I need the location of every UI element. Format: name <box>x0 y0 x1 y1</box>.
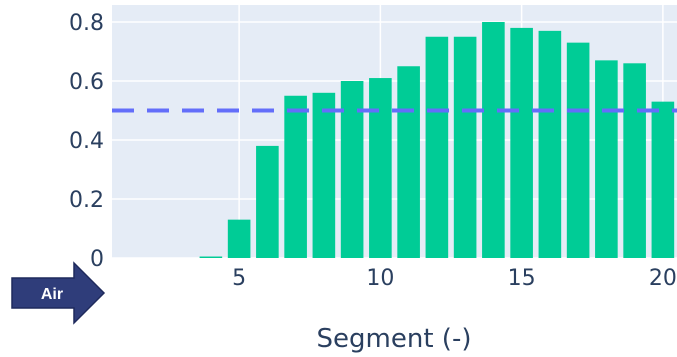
bar-segment-19[interactable] <box>623 63 646 258</box>
y-tick-label: 0 <box>90 247 104 272</box>
y-tick-label: 0.6 <box>69 70 104 95</box>
bar-segment-8[interactable] <box>312 92 336 258</box>
bar-segment-10[interactable] <box>369 78 392 258</box>
bar-segment-9[interactable] <box>340 81 364 258</box>
bar-segment-16[interactable] <box>538 30 562 258</box>
y-axis-ticks: 0 0.2 0.4 0.6 0.8 <box>69 11 104 272</box>
x-tick-label: 5 <box>232 266 246 291</box>
bars <box>199 22 675 259</box>
bar-segment-20[interactable] <box>651 101 675 259</box>
bar-segment-7[interactable] <box>284 95 307 258</box>
bar-segment-14[interactable] <box>482 22 505 258</box>
y-tick-label: 0.2 <box>69 188 104 213</box>
y-tick-label: 0.4 <box>69 129 104 154</box>
x-tick-label: 20 <box>649 266 677 291</box>
plot-background <box>112 5 677 258</box>
arrow-label: Air <box>41 286 63 303</box>
bar-segment-13[interactable] <box>453 36 477 258</box>
bar-segment-18[interactable] <box>595 60 618 258</box>
bar-segment-17[interactable] <box>566 42 590 259</box>
y-tick-label: 0.8 <box>69 11 104 36</box>
x-axis-ticks: 5 10 15 20 <box>232 266 677 291</box>
bar-segment-11[interactable] <box>397 66 420 258</box>
arrow-right-icon <box>11 261 106 325</box>
bar-segment-12[interactable] <box>425 36 449 258</box>
bar-segment-4[interactable] <box>199 256 223 258</box>
x-tick-label: 10 <box>366 266 394 291</box>
x-axis-title: Segment (-) <box>317 324 472 354</box>
x-tick-label: 15 <box>508 266 536 291</box>
air-arrow: Air <box>11 261 106 325</box>
bar-segment-5[interactable] <box>227 219 251 258</box>
bar-segment-15[interactable] <box>510 27 533 259</box>
bar-segment-6[interactable] <box>256 145 279 258</box>
